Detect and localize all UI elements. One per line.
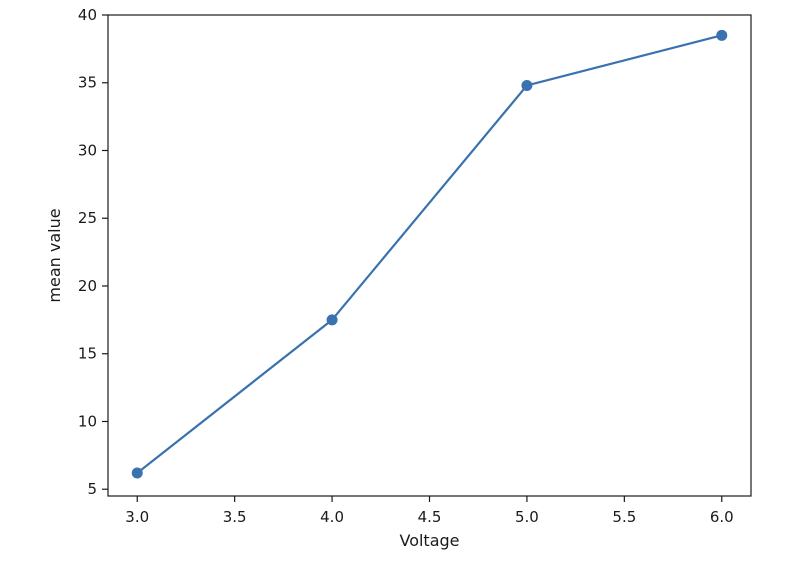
series-layer	[131, 29, 728, 479]
series-line	[136, 34, 723, 474]
y-tick-label: 15	[78, 345, 97, 363]
x-tick-label: 3.5	[223, 508, 247, 526]
data-point	[521, 79, 533, 91]
x-tick-label: 3.0	[125, 508, 149, 526]
x-tick-label: 6.0	[710, 508, 734, 526]
plot-area-frame	[107, 14, 752, 497]
x-tick-label: 5.5	[612, 508, 636, 526]
data-point	[716, 29, 728, 41]
y-tick-label: 30	[78, 141, 97, 159]
data-point	[131, 467, 143, 479]
data-point	[326, 314, 338, 326]
x-tick-label: 5.0	[515, 508, 539, 526]
y-tick-label: 10	[78, 412, 97, 430]
x-tick-label: 4.5	[418, 508, 442, 526]
x-tick-label: 4.0	[320, 508, 344, 526]
x-axis-label: Voltage	[399, 531, 459, 550]
y-axis-label: mean value	[45, 208, 64, 302]
y-tick-label: 40	[78, 6, 97, 24]
y-tick-label: 25	[78, 209, 97, 227]
y-axis: 5 10 15 20 25 30 35 40	[78, 6, 108, 498]
x-axis: 3.0 3.5 4.0 4.5 5.0 5.5 6.0	[125, 496, 734, 526]
y-tick-label: 5	[87, 480, 97, 498]
y-tick-label: 20	[78, 277, 97, 295]
y-tick-label: 35	[78, 74, 97, 92]
